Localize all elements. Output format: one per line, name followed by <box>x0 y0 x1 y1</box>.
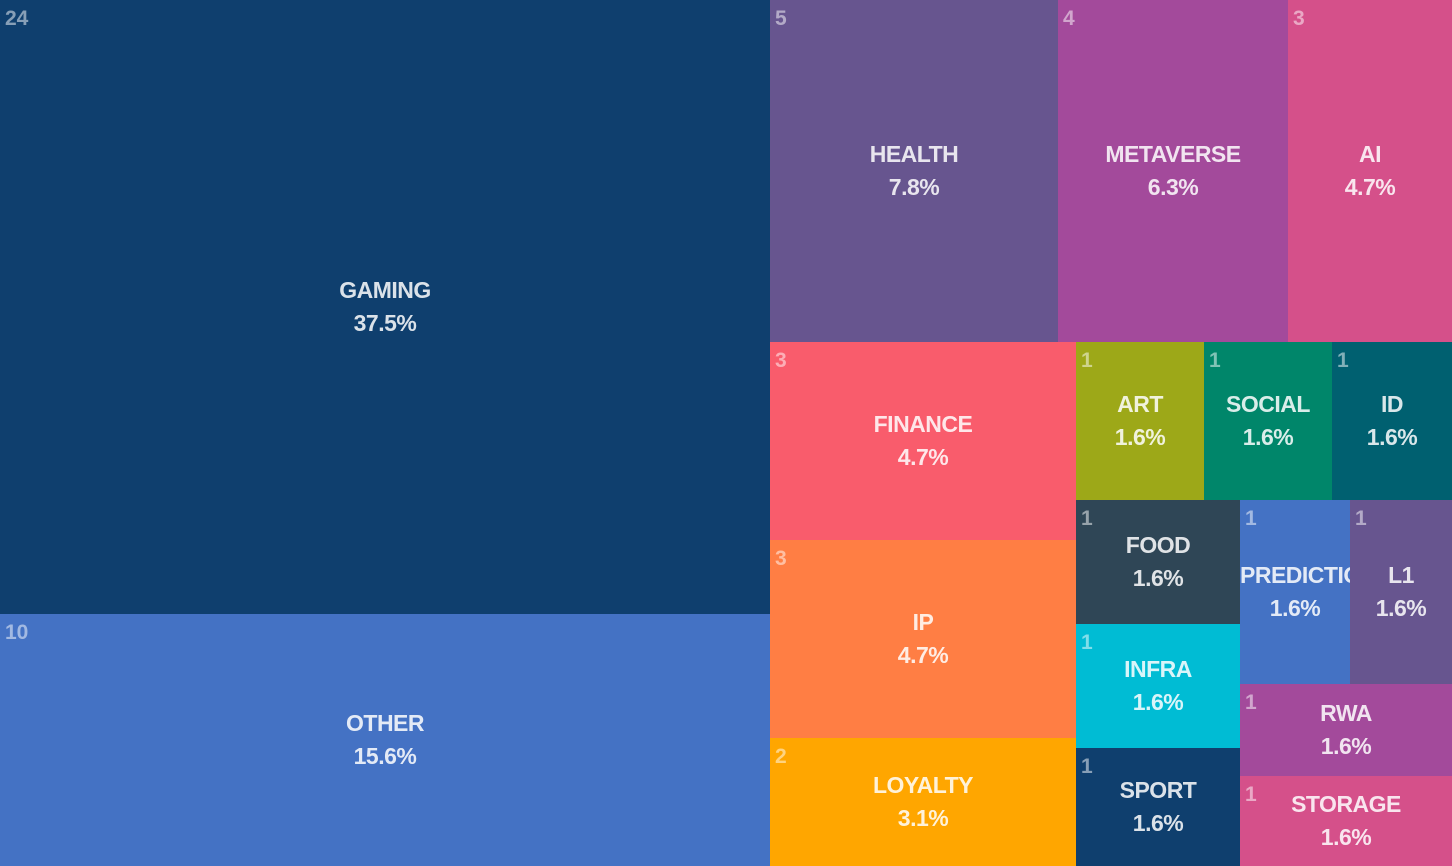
tile-count: 1 <box>1209 349 1221 372</box>
tile-text: HEALTH 7.8% <box>770 138 1058 204</box>
tile-percent: 4.7% <box>1344 174 1396 200</box>
tile-count: 2 <box>775 745 787 768</box>
tile-count: 3 <box>775 547 787 570</box>
tile-count: 3 <box>1293 7 1305 30</box>
tile-percent: 1.6% <box>1132 689 1184 715</box>
tile-text: ID 1.6% <box>1332 388 1452 454</box>
tile-label: FINANCE <box>873 411 973 437</box>
tile-text: PREDICTION 1.6% <box>1240 559 1350 625</box>
tile-label: FOOD <box>1125 532 1191 558</box>
tile-count: 1 <box>1245 783 1257 806</box>
tile-label: METAVERSE <box>1105 141 1241 167</box>
tile-text: SOCIAL 1.6% <box>1204 388 1332 454</box>
tile-percent: 1.6% <box>1132 565 1184 591</box>
tile-percent: 1.6% <box>1242 424 1294 450</box>
tile-percent: 4.7% <box>897 444 949 470</box>
tile-id[interactable]: 1 ID 1.6% <box>1332 342 1452 500</box>
tile-text: GAMING 37.5% <box>0 274 770 340</box>
tile-count: 1 <box>1355 507 1367 530</box>
tile-text: FINANCE 4.7% <box>770 408 1076 474</box>
tile-label: LOYALTY <box>872 772 974 798</box>
tile-l1[interactable]: 1 L1 1.6% <box>1350 500 1452 684</box>
tile-percent: 1.6% <box>1375 595 1427 621</box>
tile-ai[interactable]: 3 AI 4.7% <box>1288 0 1452 342</box>
tile-count: 24 <box>5 7 29 30</box>
tile-count: 10 <box>5 621 29 644</box>
tile-count: 1 <box>1245 691 1257 714</box>
tile-storage[interactable]: 1 STORAGE 1.6% <box>1240 776 1452 866</box>
tile-label: STORAGE <box>1291 791 1401 817</box>
tile-count: 1 <box>1337 349 1349 372</box>
tile-count: 1 <box>1081 631 1093 654</box>
tile-percent: 7.8% <box>888 174 940 200</box>
tile-label: PREDICTION <box>1240 562 1350 588</box>
tile-text: STORAGE 1.6% <box>1240 788 1452 854</box>
tile-food[interactable]: 1 FOOD 1.6% <box>1076 500 1240 624</box>
tile-art[interactable]: 1 ART 1.6% <box>1076 342 1204 500</box>
tile-text: SPORT 1.6% <box>1076 774 1240 840</box>
tile-label: ART <box>1117 391 1163 417</box>
tile-text: RWA 1.6% <box>1240 697 1452 763</box>
tile-text: FOOD 1.6% <box>1076 529 1240 595</box>
tile-percent: 1.6% <box>1132 810 1184 836</box>
tile-text: IP 4.7% <box>770 606 1076 672</box>
tile-label: INFRA <box>1124 656 1192 682</box>
tile-finance[interactable]: 3 FINANCE 4.7% <box>770 342 1076 540</box>
tile-text: OTHER 15.6% <box>0 707 770 773</box>
tile-label: RWA <box>1320 700 1372 726</box>
tile-health[interactable]: 5 HEALTH 7.8% <box>770 0 1058 342</box>
tile-text: ART 1.6% <box>1076 388 1204 454</box>
tile-percent: 1.6% <box>1366 424 1418 450</box>
tile-text: L1 1.6% <box>1350 559 1452 625</box>
tile-count: 3 <box>775 349 787 372</box>
tile-percent: 6.3% <box>1147 174 1199 200</box>
tile-percent: 4.7% <box>897 642 949 668</box>
tile-text: AI 4.7% <box>1288 138 1452 204</box>
tile-social[interactable]: 1 SOCIAL 1.6% <box>1204 342 1332 500</box>
tile-percent: 1.6% <box>1269 595 1321 621</box>
tile-label: OTHER <box>346 710 425 736</box>
tile-text: LOYALTY 3.1% <box>770 769 1076 835</box>
tile-metaverse[interactable]: 4 METAVERSE 6.3% <box>1058 0 1288 342</box>
tile-ip[interactable]: 3 IP 4.7% <box>770 540 1076 738</box>
tile-percent: 1.6% <box>1114 424 1166 450</box>
tile-count: 4 <box>1063 7 1075 30</box>
tile-label: SOCIAL <box>1226 391 1310 417</box>
tile-rwa[interactable]: 1 RWA 1.6% <box>1240 684 1452 776</box>
tile-gaming[interactable]: 24 GAMING 37.5% <box>0 0 770 614</box>
tile-loyalty[interactable]: 2 LOYALTY 3.1% <box>770 738 1076 866</box>
tile-infra[interactable]: 1 INFRA 1.6% <box>1076 624 1240 748</box>
tile-count: 1 <box>1081 507 1093 530</box>
tile-count: 1 <box>1081 349 1093 372</box>
tile-sport[interactable]: 1 SPORT 1.6% <box>1076 748 1240 866</box>
tile-count: 1 <box>1081 755 1093 778</box>
tile-prediction[interactable]: 1 PREDICTION 1.6% <box>1240 500 1350 684</box>
tile-label: GAMING <box>339 277 431 303</box>
tile-label: SPORT <box>1119 777 1197 803</box>
tile-label: HEALTH <box>869 141 959 167</box>
tile-percent: 1.6% <box>1320 824 1372 850</box>
tile-percent: 1.6% <box>1320 733 1372 759</box>
tile-percent: 3.1% <box>897 805 949 831</box>
tile-text: INFRA 1.6% <box>1076 653 1240 719</box>
tile-percent: 37.5% <box>353 310 417 336</box>
tile-other[interactable]: 10 OTHER 15.6% <box>0 614 770 866</box>
tile-label: ID <box>1381 391 1404 417</box>
tile-percent: 15.6% <box>353 743 417 769</box>
tile-count: 1 <box>1245 507 1257 530</box>
tile-text: METAVERSE 6.3% <box>1058 138 1288 204</box>
tile-label: L1 <box>1388 562 1414 588</box>
tile-label: IP <box>912 609 934 635</box>
tile-label: AI <box>1359 141 1382 167</box>
tile-count: 5 <box>775 7 787 30</box>
